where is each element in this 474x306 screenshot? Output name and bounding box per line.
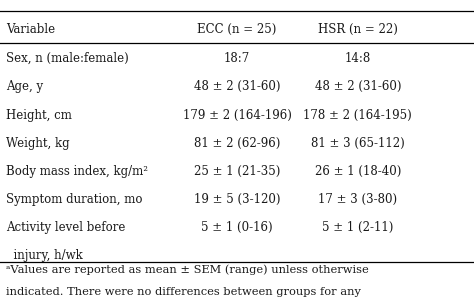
Text: HSR (n = 22): HSR (n = 22) bbox=[318, 23, 398, 35]
Text: Variable: Variable bbox=[6, 23, 55, 35]
Text: 178 ± 2 (164-195): 178 ± 2 (164-195) bbox=[303, 109, 412, 121]
Text: Age, y: Age, y bbox=[6, 80, 43, 93]
Text: 17 ± 3 (3-80): 17 ± 3 (3-80) bbox=[319, 193, 397, 206]
Text: indicated. There were no differences between groups for any: indicated. There were no differences bet… bbox=[6, 287, 361, 297]
Text: 179 ± 2 (164-196): 179 ± 2 (164-196) bbox=[182, 109, 292, 121]
Text: ᵃValues are reported as mean ± SEM (range) unless otherwise: ᵃValues are reported as mean ± SEM (rang… bbox=[6, 265, 368, 275]
Text: Height, cm: Height, cm bbox=[6, 109, 72, 121]
Text: 19 ± 5 (3-120): 19 ± 5 (3-120) bbox=[194, 193, 280, 206]
Text: 26 ± 1 (18-40): 26 ± 1 (18-40) bbox=[315, 165, 401, 178]
Text: Weight, kg: Weight, kg bbox=[6, 137, 69, 150]
Text: 48 ± 2 (31-60): 48 ± 2 (31-60) bbox=[194, 80, 280, 93]
Text: Sex, n (male:female): Sex, n (male:female) bbox=[6, 52, 128, 65]
Text: 81 ± 3 (65-112): 81 ± 3 (65-112) bbox=[311, 137, 405, 150]
Text: Symptom duration, mo: Symptom duration, mo bbox=[6, 193, 142, 206]
Text: 18:7: 18:7 bbox=[224, 52, 250, 65]
Text: 14:8: 14:8 bbox=[345, 52, 371, 65]
Text: 25 ± 1 (21-35): 25 ± 1 (21-35) bbox=[194, 165, 280, 178]
Text: Body mass index, kg/m²: Body mass index, kg/m² bbox=[6, 165, 148, 178]
Text: ECC (n = 25): ECC (n = 25) bbox=[197, 23, 277, 35]
Text: 5 ± 1 (0-16): 5 ± 1 (0-16) bbox=[201, 221, 273, 234]
Text: 48 ± 2 (31-60): 48 ± 2 (31-60) bbox=[315, 80, 401, 93]
Text: Activity level before: Activity level before bbox=[6, 221, 125, 234]
Text: 81 ± 2 (62-96): 81 ± 2 (62-96) bbox=[194, 137, 280, 150]
Text: 5 ± 1 (2-11): 5 ± 1 (2-11) bbox=[322, 221, 393, 234]
Text: injury, h/wk: injury, h/wk bbox=[6, 249, 82, 262]
